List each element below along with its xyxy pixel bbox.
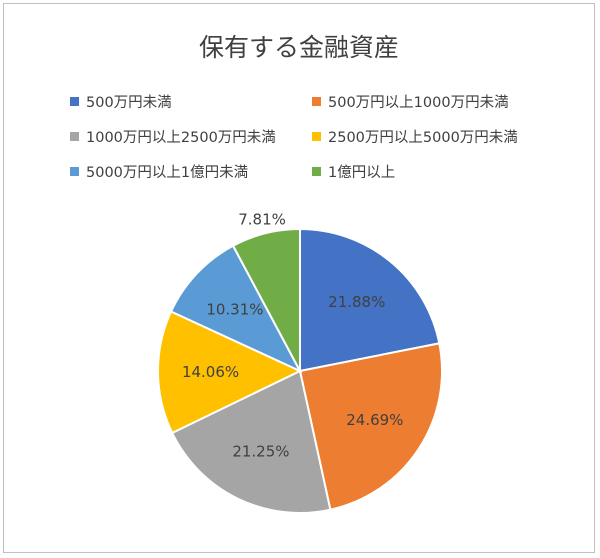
legend-label-0: 500万円未満 bbox=[86, 95, 172, 111]
pie-slice-5 bbox=[231, 227, 301, 372]
legend-label-3: 2500万円以上5000万円未満 bbox=[328, 130, 518, 146]
slice-label-0: 21.88% bbox=[328, 293, 385, 311]
legend-label-2: 1000万円以上2500万円未満 bbox=[86, 130, 276, 146]
legend-item-3: 2500万円以上5000万円未満 bbox=[312, 126, 518, 147]
chart-title: 保有する金融資産 bbox=[198, 33, 399, 62]
slice-label-1: 24.69% bbox=[346, 411, 403, 429]
slice-label-4: 10.31% bbox=[206, 301, 263, 319]
legend-swatch-5 bbox=[312, 167, 321, 176]
legend-swatch-0 bbox=[70, 97, 79, 106]
legend-item-5: 1億円以上 bbox=[312, 161, 395, 182]
legend-item-4: 5000万円以上1億円未満 bbox=[70, 161, 248, 182]
legend-swatch-1 bbox=[312, 97, 321, 106]
slice-label-3: 14.06% bbox=[182, 363, 239, 381]
legend-item-0: 500万円未満 bbox=[70, 91, 172, 112]
slice-label-2: 21.25% bbox=[232, 442, 289, 460]
slice-label-5: 7.81% bbox=[238, 210, 286, 228]
pie-slice-4 bbox=[169, 244, 303, 374]
legend-swatch-4 bbox=[70, 167, 79, 176]
legend-label-1: 500万円以上1000万円未満 bbox=[328, 95, 509, 111]
legend-swatch-2 bbox=[70, 132, 79, 141]
pie-slice-2 bbox=[170, 369, 332, 514]
pie-slice-1 bbox=[298, 342, 443, 511]
legend-item-2: 1000万円以上2500万円未満 bbox=[70, 126, 276, 147]
legend-label-4: 5000万円以上1億円未満 bbox=[86, 165, 249, 181]
legend-label-5: 1億円以上 bbox=[328, 165, 396, 181]
legend-swatch-3 bbox=[312, 132, 321, 141]
pie-slice-0 bbox=[299, 227, 441, 373]
pie-slice-3 bbox=[157, 310, 303, 435]
legend-item-1: 500万円以上1000万円未満 bbox=[312, 91, 509, 112]
